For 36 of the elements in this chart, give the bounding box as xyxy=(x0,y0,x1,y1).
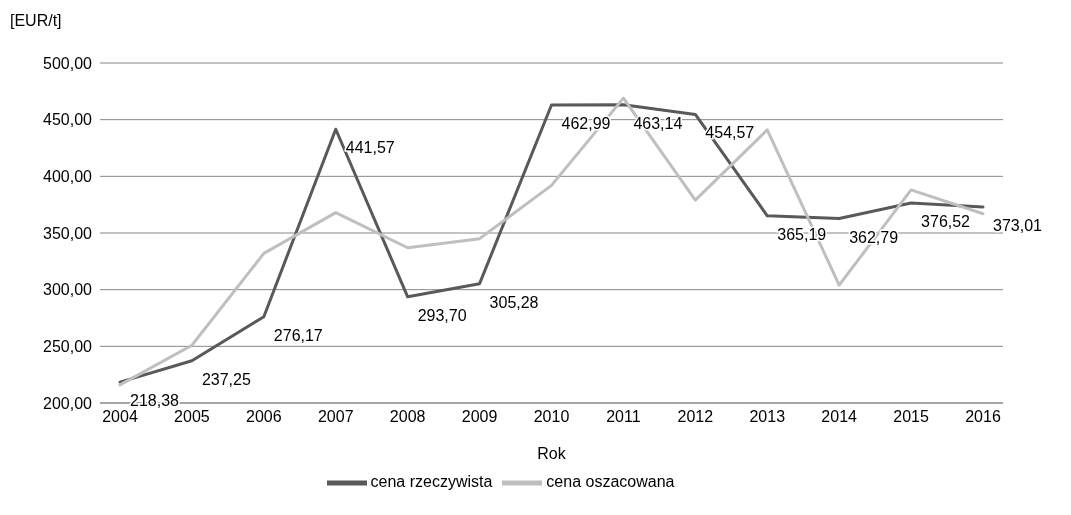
y-tick-label: 400,00 xyxy=(43,168,93,186)
data-label: 276,17 xyxy=(273,326,323,344)
data-label: 218,38 xyxy=(130,392,180,410)
legend-label: cena oszacowana xyxy=(546,473,675,491)
x-tick-label: 2010 xyxy=(533,408,570,426)
x-tick-label: 2004 xyxy=(102,408,138,426)
x-tick-label: 2006 xyxy=(246,408,282,426)
data-label: 237,25 xyxy=(201,370,251,388)
x-tick-label: 2013 xyxy=(749,408,786,426)
x-tick-label: 2009 xyxy=(461,408,498,426)
data-label: 305,28 xyxy=(489,293,539,311)
data-label: 376,52 xyxy=(921,212,971,230)
x-tick-label: 2016 xyxy=(965,408,1001,426)
data-label: 362,79 xyxy=(849,228,899,246)
x-axis-title: Rok xyxy=(537,445,567,462)
x-tick-label: 2005 xyxy=(174,408,210,426)
data-label: 365,19 xyxy=(777,225,827,243)
x-tick-label: 2012 xyxy=(677,408,714,426)
data-label: 463,14 xyxy=(633,114,683,132)
y-tick-label: 450,00 xyxy=(43,111,93,129)
y-tick-label: 250,00 xyxy=(43,338,93,356)
data-label: 293,70 xyxy=(417,306,467,324)
y-axis-title: [EUR/t] xyxy=(10,12,62,30)
x-tick-label: 2011 xyxy=(606,408,641,426)
data-label: 462,99 xyxy=(561,114,611,132)
data-label: 441,57 xyxy=(345,139,395,157)
y-tick-label: 350,00 xyxy=(43,224,93,242)
legend-label: cena rzeczywista xyxy=(370,473,493,491)
x-tick-label: 2008 xyxy=(389,408,426,426)
data-label: 373,01 xyxy=(993,216,1043,234)
x-tick-label: 2007 xyxy=(317,408,354,426)
y-tick-label: 200,00 xyxy=(43,394,93,412)
x-tick-label: 2014 xyxy=(821,408,858,426)
x-tick-label: 2015 xyxy=(893,408,929,426)
y-tick-label: 500,00 xyxy=(43,54,93,72)
y-tick-label: 300,00 xyxy=(43,281,93,299)
